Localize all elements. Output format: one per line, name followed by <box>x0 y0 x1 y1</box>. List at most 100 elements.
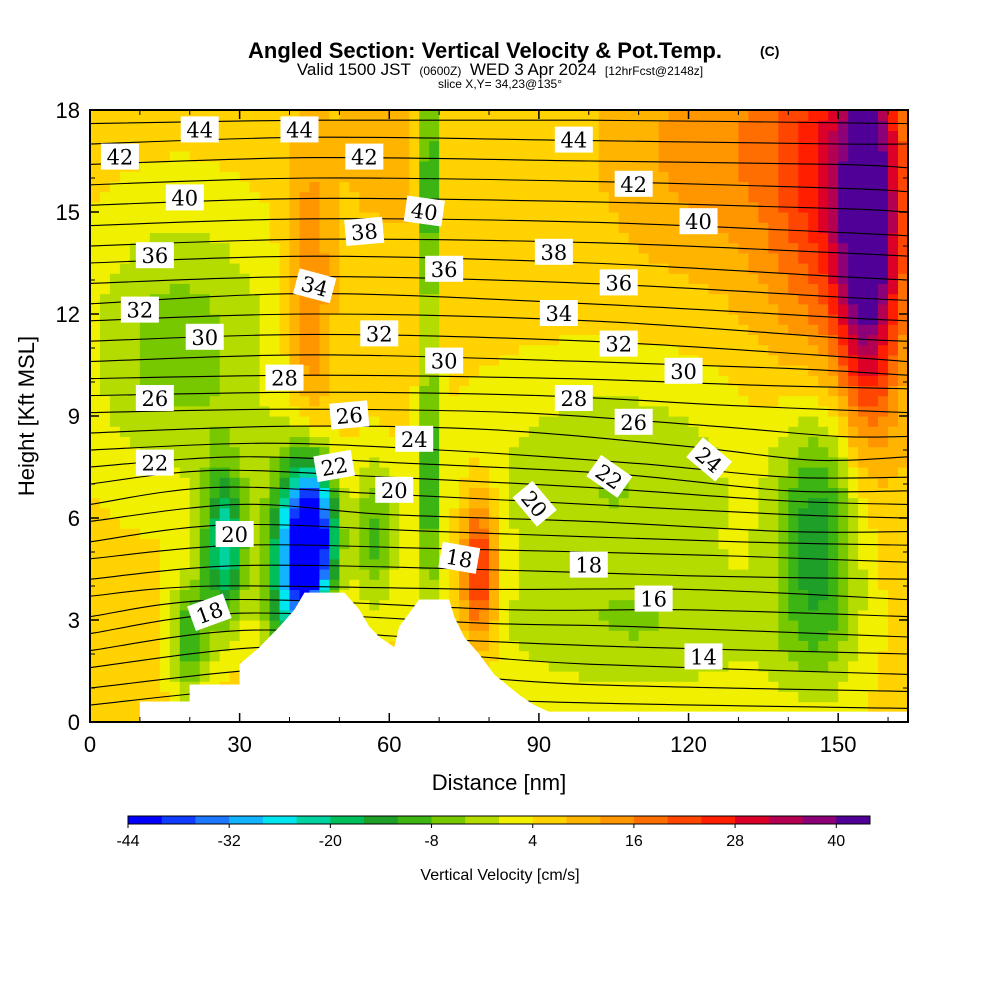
velocity-cell <box>229 589 241 601</box>
velocity-cell <box>309 375 321 386</box>
velocity-cell <box>548 395 560 407</box>
velocity-cell <box>419 232 430 244</box>
velocity-cell <box>429 232 440 244</box>
velocity-cell <box>469 212 480 223</box>
velocity-cell <box>249 314 261 325</box>
velocity-cell <box>319 579 331 590</box>
velocity-cell <box>638 518 650 529</box>
velocity-cell <box>548 375 560 386</box>
velocity-cell <box>169 222 181 233</box>
velocity-cell <box>249 579 261 590</box>
velocity-cell <box>319 252 331 264</box>
velocity-cell <box>129 528 141 539</box>
velocity-cell <box>309 171 321 182</box>
velocity-cell <box>618 609 630 621</box>
velocity-cell <box>429 303 440 315</box>
velocity-cell <box>459 497 470 509</box>
velocity-cell <box>339 293 350 305</box>
velocity-cell <box>748 324 759 335</box>
velocity-cell <box>668 528 680 539</box>
velocity-cell <box>469 375 480 386</box>
velocity-cell <box>189 558 201 570</box>
velocity-cell <box>349 385 360 397</box>
isentrope-line <box>90 156 908 169</box>
velocity-cell <box>828 436 839 448</box>
velocity-cell <box>508 222 520 233</box>
velocity-cell <box>259 467 271 478</box>
velocity-cell <box>548 507 560 519</box>
velocity-cell <box>728 456 740 468</box>
velocity-cell <box>668 252 680 264</box>
velocity-cell <box>728 171 740 182</box>
velocity-cell <box>878 283 889 295</box>
velocity-cell <box>269 385 281 397</box>
velocity-cell <box>568 201 580 213</box>
velocity-cell <box>748 252 759 264</box>
velocity-cell <box>149 609 161 621</box>
velocity-cell <box>479 395 490 407</box>
velocity-cell <box>249 120 261 131</box>
velocity-cell <box>349 354 360 366</box>
velocity-cell <box>379 518 390 529</box>
velocity-cell <box>419 171 430 182</box>
velocity-cell <box>90 252 101 264</box>
velocity-cell <box>798 303 809 315</box>
velocity-cell <box>90 201 101 213</box>
velocity-cell <box>628 701 640 713</box>
velocity-cell <box>738 487 749 499</box>
velocity-cell <box>888 477 899 488</box>
velocity-cell <box>119 650 131 662</box>
velocity-cell <box>179 609 191 621</box>
velocity-cell <box>329 293 340 305</box>
velocity-cell <box>379 569 390 580</box>
velocity-cell <box>209 375 221 386</box>
velocity-cell <box>708 701 720 713</box>
velocity-cell <box>888 222 899 233</box>
velocity-cell <box>279 426 291 437</box>
velocity-cell <box>179 497 191 509</box>
velocity-cell <box>199 344 211 356</box>
velocity-cell <box>868 660 879 672</box>
velocity-cell <box>429 334 440 346</box>
velocity-cell <box>698 579 710 590</box>
velocity-cell <box>339 497 350 509</box>
velocity-cell <box>778 222 789 233</box>
velocity-cell <box>90 150 101 162</box>
velocity-cell <box>778 671 789 682</box>
velocity-cell <box>838 528 849 539</box>
velocity-cell <box>728 385 740 397</box>
velocity-cell <box>409 293 420 305</box>
velocity-cell <box>768 365 779 376</box>
velocity-cell <box>548 538 560 550</box>
velocity-cell <box>90 273 101 284</box>
velocity-cell <box>319 130 331 142</box>
velocity-cell <box>678 660 690 672</box>
velocity-cell <box>578 242 590 254</box>
velocity-cell <box>419 150 430 162</box>
velocity-cell <box>848 324 859 335</box>
velocity-cell <box>339 242 350 254</box>
isentrope-label-text: 42 <box>107 146 134 170</box>
velocity-cell <box>768 660 779 672</box>
velocity-cell <box>608 507 620 519</box>
velocity-cell <box>738 426 749 437</box>
velocity-cell <box>129 222 141 233</box>
velocity-cell <box>299 405 311 417</box>
velocity-cell <box>758 201 769 213</box>
velocity-cell <box>828 640 839 652</box>
velocity-cell <box>688 416 700 427</box>
velocity-cell <box>269 191 281 203</box>
velocity-cell <box>618 640 630 652</box>
velocity-cell <box>688 538 700 550</box>
velocity-cell <box>139 599 151 611</box>
velocity-cell <box>668 609 680 621</box>
velocity-cell <box>449 497 460 509</box>
velocity-cell <box>658 303 670 315</box>
velocity-cell <box>838 609 849 621</box>
velocity-cell <box>249 263 261 274</box>
velocity-cell <box>219 222 231 233</box>
velocity-cell <box>568 477 580 488</box>
velocity-cell <box>209 150 221 162</box>
velocity-cell <box>668 507 680 519</box>
velocity-cell <box>319 385 331 397</box>
